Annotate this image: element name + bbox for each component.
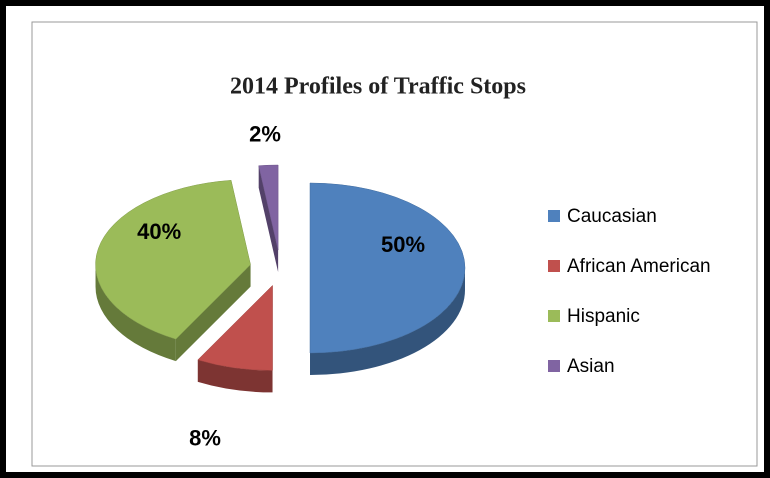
legend-swatch <box>548 210 560 222</box>
pie-tops <box>95 164 466 371</box>
pie-slice <box>197 284 273 371</box>
slice-side <box>175 264 251 362</box>
legend-swatch <box>548 260 560 272</box>
data-label: 8% <box>189 425 221 450</box>
legend-swatch <box>548 360 560 372</box>
legend-label: Caucasian <box>567 206 657 227</box>
pie-slice <box>309 182 466 354</box>
slice-side <box>258 165 279 273</box>
slice-side <box>310 268 465 375</box>
data-labels: 50% 8% 40% 2% <box>137 121 425 450</box>
data-label: 2% <box>249 121 281 146</box>
legend: Caucasian African American Hispanic Asian <box>548 206 711 377</box>
pie-slice <box>258 164 279 251</box>
legend-label: African American <box>567 256 711 277</box>
data-label: 50% <box>381 232 425 257</box>
data-label: 40% <box>137 219 181 244</box>
legend-swatch <box>548 310 560 322</box>
legend-label: Asian <box>567 356 615 377</box>
chart-title: 2014 Profiles of Traffic Stops <box>230 74 526 100</box>
legend-label: Hispanic <box>567 306 640 327</box>
pie-slice <box>95 180 251 340</box>
slice-side <box>197 359 273 393</box>
slice-side <box>95 264 176 362</box>
